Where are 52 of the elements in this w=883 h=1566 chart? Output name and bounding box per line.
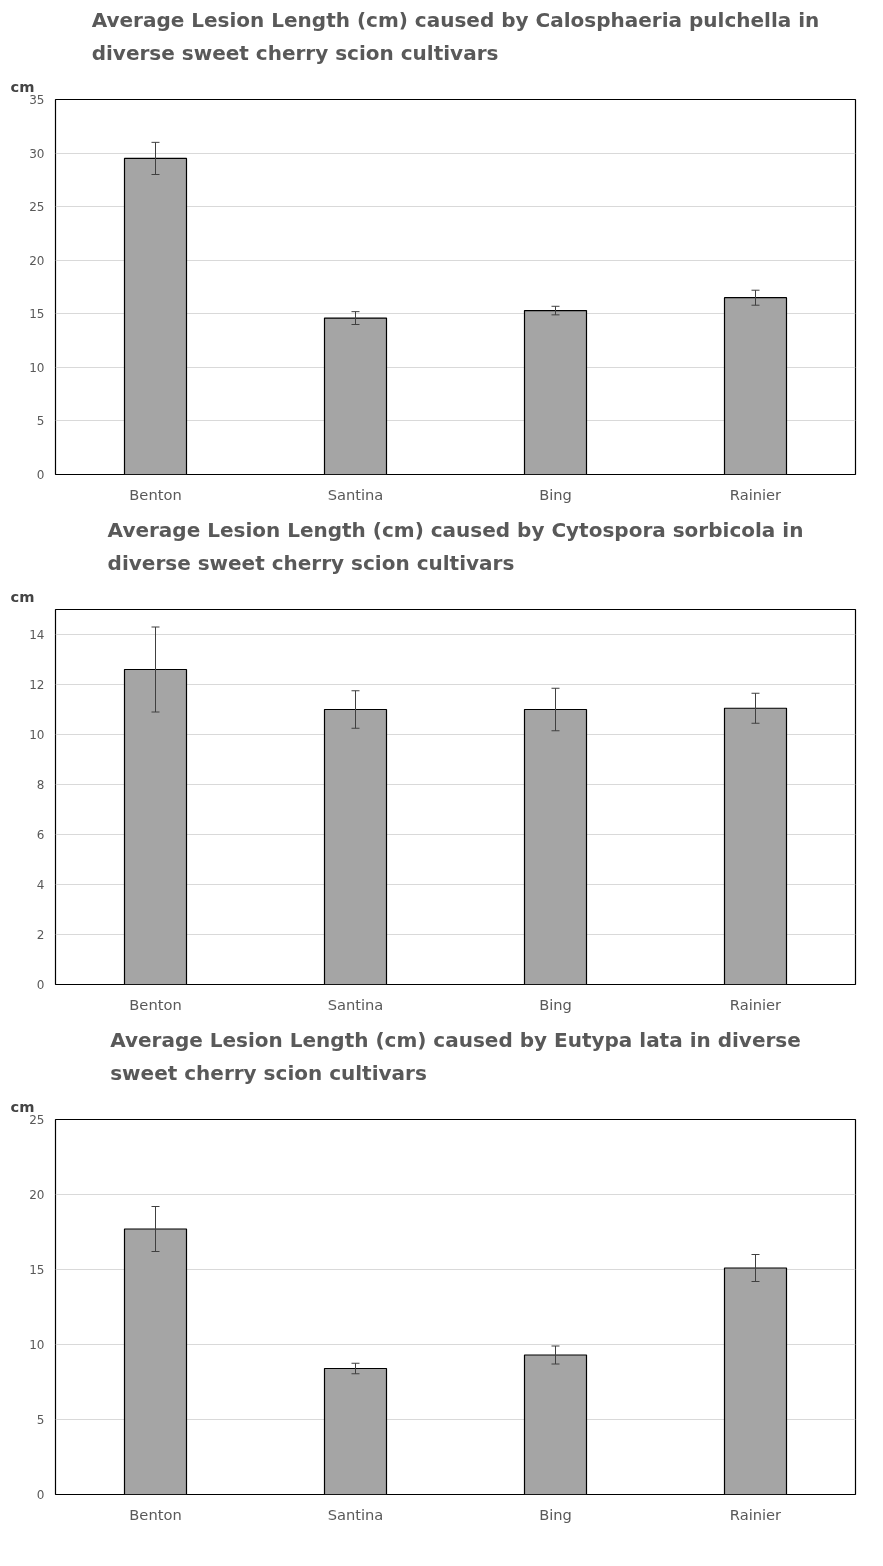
chart-title: Average Lesion Length (cm) caused by Calosphaeria pulchella in diverse sweet cherry scion cultivars <box>91 7 820 66</box>
y-tick-label: 6 <box>36 828 45 842</box>
bar <box>123 157 188 475</box>
y-tick-label: 20 <box>29 1188 45 1202</box>
y-axis-title: cm <box>10 1097 35 1115</box>
x-tick-label: Benton <box>129 485 182 503</box>
bar <box>723 1267 788 1495</box>
bar <box>523 309 588 475</box>
bar <box>323 708 388 985</box>
chart-title: Average Lesion Length (cm) caused by Cytospora sorbicola in diverse sweet cherry scion cultivars <box>107 517 804 576</box>
bar <box>723 297 788 475</box>
y-tick-label: 30 <box>29 146 45 161</box>
x-tick-label: Santina <box>327 1505 384 1523</box>
y-tick-label: 5 <box>36 1413 45 1427</box>
y-tick-label: 2 <box>36 928 45 942</box>
bar <box>123 668 188 985</box>
x-tick-label: Rainier <box>729 485 783 503</box>
bar <box>123 1228 188 1495</box>
y-tick-label: 14 <box>29 628 45 642</box>
bar <box>523 708 588 985</box>
y-tick-label: 10 <box>29 360 45 375</box>
y-tick-label: 0 <box>36 978 45 992</box>
y-tick-label: 35 <box>29 93 45 107</box>
y-tick-label: 12 <box>29 678 45 692</box>
y-tick-label: 25 <box>29 200 45 215</box>
y-tick-label: 25 <box>29 1113 45 1127</box>
y-tick-label: 10 <box>29 728 45 742</box>
y-tick-label: 15 <box>29 1263 45 1277</box>
bar <box>323 1367 388 1495</box>
x-tick-label: Bing <box>539 995 572 1013</box>
y-tick-label: 8 <box>36 778 45 792</box>
y-tick-label: 5 <box>36 414 45 429</box>
x-tick-label: Santina <box>327 995 384 1013</box>
y-tick-label: 10 <box>29 1338 45 1352</box>
x-tick-label: Santina <box>327 485 384 503</box>
y-tick-label: 20 <box>29 253 45 268</box>
x-tick-label: Bing <box>539 1505 572 1523</box>
x-tick-label: Benton <box>129 995 182 1013</box>
y-tick-label: 15 <box>29 307 45 322</box>
x-tick-label: Rainier <box>729 1505 783 1523</box>
bar <box>723 707 788 985</box>
bar <box>523 1354 588 1495</box>
x-tick-label: Bing <box>539 485 572 503</box>
bar <box>323 317 388 475</box>
y-tick-label: 0 <box>36 468 45 482</box>
y-axis-title: cm <box>10 587 35 605</box>
x-tick-label: Benton <box>129 1505 182 1523</box>
x-tick-label: Rainier <box>729 995 783 1013</box>
chart-title: Average Lesion Length (cm) caused by Eutypa lata in diverse sweet cherry scion cultivars <box>110 1027 801 1086</box>
y-axis-title: cm <box>10 77 35 95</box>
y-tick-label: 0 <box>36 1488 45 1502</box>
y-tick-label: 4 <box>36 878 45 892</box>
